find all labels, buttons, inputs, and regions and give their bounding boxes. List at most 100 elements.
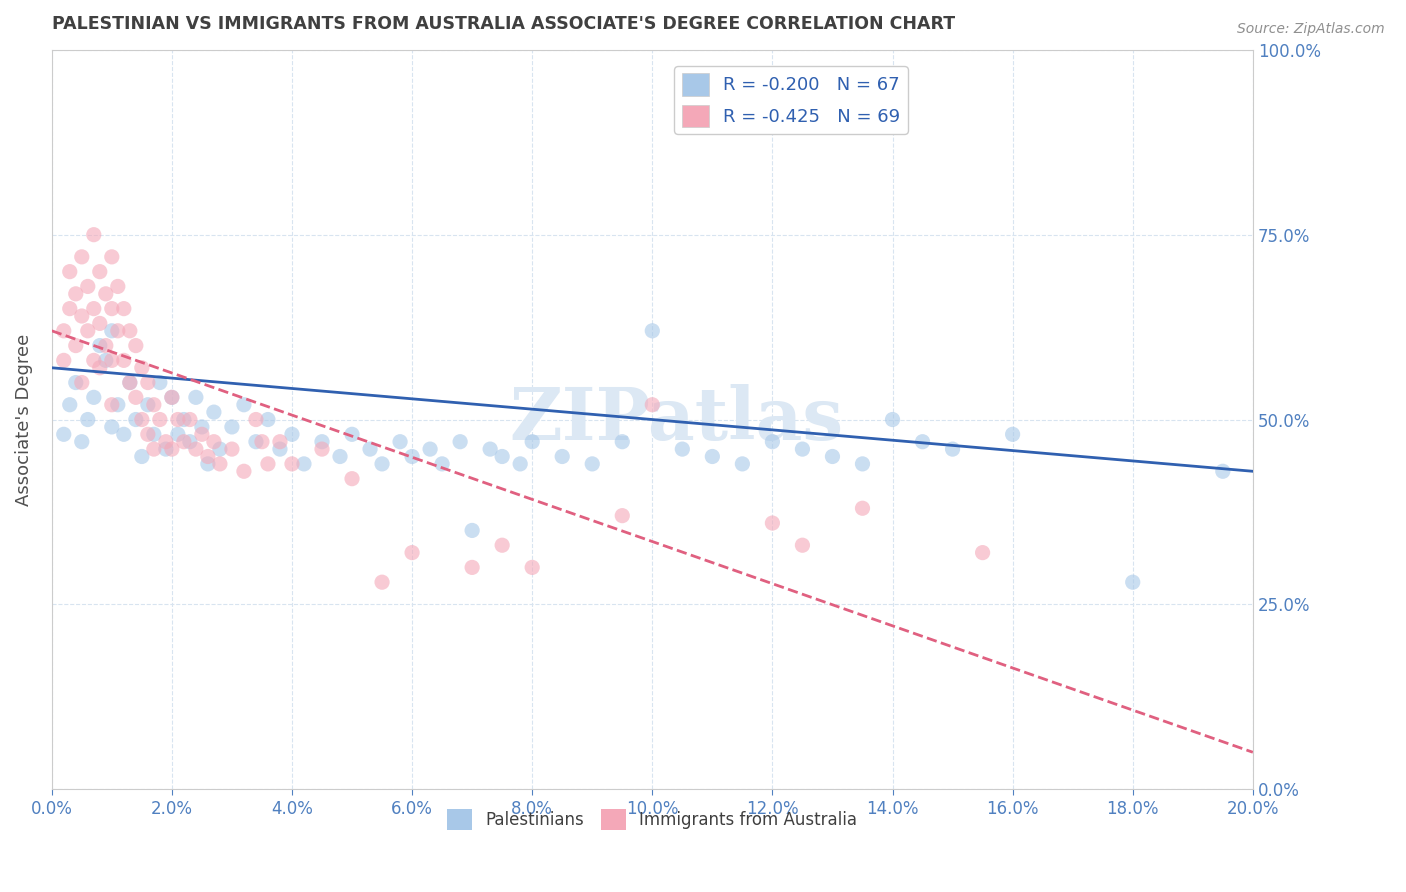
Point — [155, 442, 177, 456]
Y-axis label: Associate's Degree: Associate's Degree — [15, 334, 32, 506]
Point — [479, 442, 502, 456]
Point — [257, 457, 280, 471]
Point — [101, 250, 124, 264]
Point — [142, 398, 165, 412]
Point — [125, 390, 148, 404]
Point — [792, 538, 814, 552]
Point — [419, 442, 441, 456]
Point — [208, 457, 231, 471]
Point — [83, 227, 105, 242]
Point — [65, 376, 87, 390]
Point — [641, 398, 664, 412]
Point — [89, 317, 111, 331]
Point — [340, 472, 363, 486]
Point — [340, 427, 363, 442]
Point — [131, 450, 153, 464]
Point — [221, 442, 243, 456]
Point — [329, 450, 352, 464]
Point — [167, 427, 190, 442]
Point — [269, 434, 291, 449]
Point — [232, 398, 254, 412]
Point — [112, 301, 135, 316]
Point — [107, 279, 129, 293]
Point — [149, 376, 172, 390]
Point — [269, 442, 291, 456]
Point — [245, 434, 267, 449]
Point — [731, 457, 754, 471]
Point — [250, 434, 273, 449]
Point — [149, 412, 172, 426]
Point — [65, 286, 87, 301]
Point — [101, 398, 124, 412]
Point — [1122, 575, 1144, 590]
Point — [359, 442, 381, 456]
Point — [311, 434, 333, 449]
Point — [491, 538, 513, 552]
Text: PALESTINIAN VS IMMIGRANTS FROM AUSTRALIA ASSOCIATE'S DEGREE CORRELATION CHART: PALESTINIAN VS IMMIGRANTS FROM AUSTRALIA… — [52, 15, 955, 33]
Point — [179, 412, 201, 426]
Point — [83, 353, 105, 368]
Point — [173, 412, 195, 426]
Point — [1001, 427, 1024, 442]
Point — [89, 360, 111, 375]
Point — [371, 457, 394, 471]
Point — [191, 427, 214, 442]
Point — [94, 338, 117, 352]
Point — [522, 434, 544, 449]
Point — [371, 575, 394, 590]
Point — [107, 398, 129, 412]
Point — [612, 508, 634, 523]
Point — [245, 412, 267, 426]
Point — [401, 546, 423, 560]
Point — [89, 265, 111, 279]
Point — [94, 353, 117, 368]
Point — [942, 442, 965, 456]
Point — [125, 412, 148, 426]
Point — [202, 434, 225, 449]
Point — [89, 338, 111, 352]
Point — [65, 338, 87, 352]
Point — [76, 412, 98, 426]
Point — [522, 560, 544, 574]
Point — [112, 353, 135, 368]
Point — [118, 376, 141, 390]
Point — [461, 560, 484, 574]
Point — [125, 338, 148, 352]
Point — [101, 420, 124, 434]
Point — [197, 450, 219, 464]
Point — [76, 279, 98, 293]
Point — [59, 398, 82, 412]
Point — [59, 301, 82, 316]
Point — [160, 390, 183, 404]
Point — [76, 324, 98, 338]
Point — [142, 442, 165, 456]
Point — [641, 324, 664, 338]
Point — [142, 427, 165, 442]
Point — [311, 442, 333, 456]
Point — [160, 390, 183, 404]
Point — [179, 434, 201, 449]
Point — [292, 457, 315, 471]
Point — [671, 442, 693, 456]
Point — [232, 464, 254, 478]
Point — [851, 457, 873, 471]
Point — [702, 450, 724, 464]
Point — [101, 301, 124, 316]
Point — [509, 457, 531, 471]
Point — [70, 250, 93, 264]
Point — [83, 301, 105, 316]
Point — [401, 450, 423, 464]
Point — [160, 442, 183, 456]
Point — [851, 501, 873, 516]
Point — [551, 450, 574, 464]
Text: ZIPatlas: ZIPatlas — [509, 384, 844, 455]
Point — [52, 427, 75, 442]
Point — [389, 434, 412, 449]
Point — [52, 353, 75, 368]
Point — [136, 427, 159, 442]
Point — [101, 324, 124, 338]
Point — [70, 376, 93, 390]
Point — [94, 286, 117, 301]
Point — [52, 324, 75, 338]
Point — [281, 457, 304, 471]
